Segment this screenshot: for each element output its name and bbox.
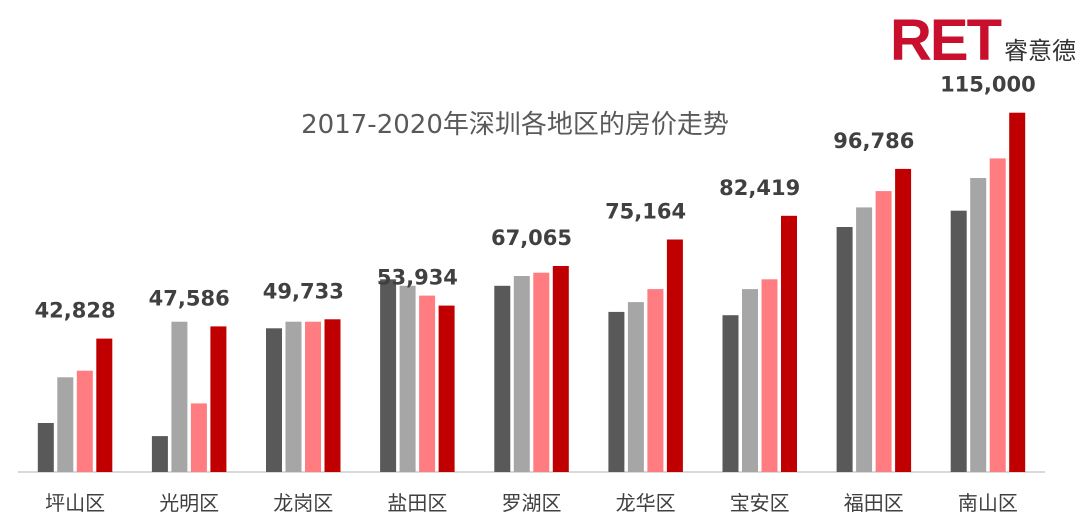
data-label-4: 53,934 [377, 266, 458, 290]
bar-3-series-3 [305, 321, 321, 472]
bar-4-series-2 [399, 285, 416, 472]
bar-6-series-4 [666, 239, 683, 472]
category-label-1: 坪山区 [45, 491, 105, 515]
category-label-3: 龙岗区 [273, 491, 333, 515]
bar-5-series-3 [533, 272, 550, 472]
bar-7-series-3 [761, 279, 778, 472]
bar-2-series-1 [151, 436, 168, 472]
bar-7-series-1 [722, 315, 739, 472]
bar-5-series-4 [552, 266, 569, 472]
bar-8-series-2 [856, 207, 873, 472]
category-label-6: 龙华区 [616, 491, 676, 515]
bar-4-series-3 [419, 295, 436, 472]
bar-9-series-4 [1009, 112, 1026, 472]
data-label-3: 49,733 [263, 279, 344, 303]
bar-1-series-2 [57, 377, 74, 472]
bar-2-series-2 [171, 321, 188, 472]
bar-6-series-3 [647, 289, 664, 472]
bar-1-series-1 [37, 423, 54, 472]
bar-1-series-4 [96, 338, 113, 472]
category-label-8: 福田区 [844, 491, 904, 515]
bar-4-series-1 [380, 279, 397, 472]
bar-2-series-3 [190, 403, 207, 472]
bar-4-series-4 [438, 305, 455, 472]
ret-logo: RET 睿意德 [890, 8, 1076, 73]
bar-3-series-2 [285, 321, 302, 472]
bar-3-series-4 [324, 319, 341, 472]
data-label-7: 82,419 [719, 176, 800, 200]
bar-2-series-4 [210, 326, 227, 472]
bar-9-series-1 [950, 210, 967, 472]
bar-1-series-3 [76, 370, 93, 472]
bar-6-series-2 [627, 302, 644, 472]
bar-8-series-3 [875, 191, 892, 472]
chart-title: 2017-2020年深圳各地区的房价走势 [301, 110, 729, 140]
bar-8-series-4 [895, 168, 912, 472]
bar-6-series-1 [608, 311, 625, 472]
bar-7-series-4 [781, 215, 797, 473]
data-label-2: 47,586 [149, 286, 230, 310]
category-label-7: 宝安区 [730, 491, 790, 515]
data-label-6: 75,164 [605, 200, 686, 224]
category-label-5: 罗湖区 [502, 491, 562, 515]
bar-7-series-2 [742, 289, 758, 472]
bar-9-series-3 [989, 158, 1006, 472]
category-label-9: 南山区 [958, 491, 1018, 515]
logo-mark: RET [890, 8, 1002, 73]
bar-3-series-1 [266, 328, 282, 472]
logo-text: 睿意德 [1004, 37, 1076, 65]
bar-9-series-2 [970, 178, 987, 472]
bar-5-series-1 [494, 285, 511, 472]
bars-group [37, 112, 1026, 473]
category-labels-group: 坪山区 光明区 龙岗区 盐田区 罗湖区 龙华区 宝安区 福田区 南山区 [45, 491, 1018, 515]
data-label-8: 96,786 [833, 129, 914, 153]
data-label-9: 115,000 [940, 73, 1036, 97]
category-label-2: 光明区 [159, 491, 219, 515]
data-labels-group: 42,828 47,586 49,733 53,934 67,065 75,164 82,4… [35, 73, 1036, 323]
category-label-4: 盐田区 [387, 491, 447, 515]
data-label-5: 67,065 [491, 226, 572, 250]
data-label-1: 42,828 [35, 299, 116, 323]
bar-5-series-2 [513, 276, 530, 472]
bar-8-series-1 [836, 227, 853, 472]
